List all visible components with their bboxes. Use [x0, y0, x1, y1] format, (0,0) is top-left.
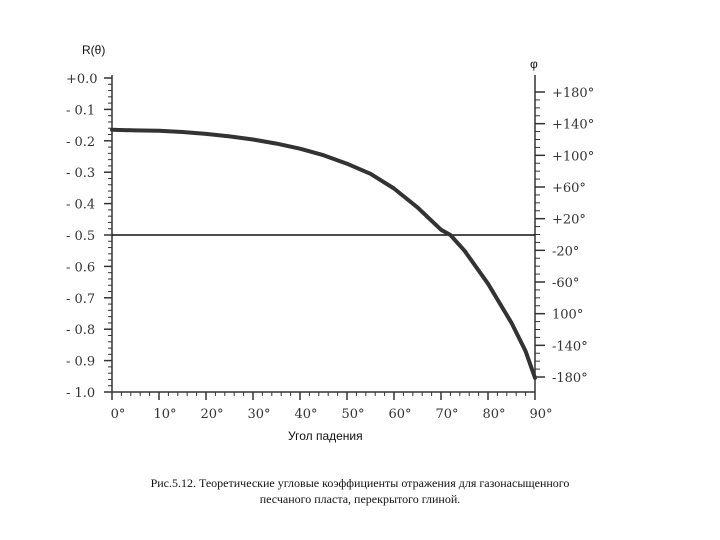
x-tick-label: 30° — [247, 407, 270, 422]
x-tick-label: 50° — [341, 407, 364, 422]
figure-caption-line-1: Рис.5.12. Теоретические угловые коэффици… — [150, 476, 570, 490]
x-tick-label: 0° — [111, 407, 126, 422]
bottom-axis-ticks — [111, 392, 536, 400]
y-left-tick-label: - 0.1 — [66, 103, 95, 118]
y-left-tick-label: - 0.6 — [66, 260, 95, 275]
tick-labels: +0.0 - 0.1 - 0.2 - 0.3 - 0.4 - 0.5 - 0.6 - 0.7 -… — [66, 72, 594, 422]
y-left-tick-label: - 1.0 — [66, 386, 95, 401]
y-left-tick-label: - 0.4 — [66, 198, 95, 213]
figure-caption-line-2: песчаного пласта, перекрытого глиной. — [259, 492, 461, 506]
y-left-tick-label: - 0.5 — [66, 229, 95, 244]
x-tick-label: 40° — [294, 407, 317, 422]
left-axis-ticks — [104, 77, 112, 393]
y-right-tick-label: +100° — [552, 149, 594, 164]
x-axis-title: Угол падения — [288, 429, 363, 443]
chart: +0.0 - 0.1 - 0.2 - 0.3 - 0.4 - 0.5 - 0.6 - 0.7 -… — [66, 43, 594, 443]
y-right-tick-label: -140° — [552, 339, 588, 354]
y-right-tick-label: -180° — [552, 371, 588, 386]
y-left-tick-label: - 0.9 — [66, 355, 95, 370]
x-tick-label: 10° — [153, 407, 176, 422]
y-right-tick-label: -20° — [552, 244, 579, 259]
y-right-tick-label: -60° — [552, 276, 579, 291]
y-right-tick-label: +60° — [552, 181, 586, 196]
y-right-tick-label: 100° — [552, 308, 583, 323]
right-axis-ticks — [535, 91, 545, 378]
y-left-tick-label: - 0.3 — [66, 166, 95, 181]
x-tick-label: 90° — [529, 407, 552, 422]
y-right-tick-label: +20° — [552, 213, 586, 228]
y-left-axis-title: R(θ) — [82, 43, 105, 57]
x-tick-label: 80° — [482, 407, 505, 422]
y-right-axis-title: φ — [530, 57, 538, 71]
y-left-tick-label: - 0.7 — [66, 292, 95, 307]
y-right-tick-label: +140° — [552, 118, 594, 133]
y-right-tick-label: +180° — [552, 86, 594, 101]
series-line — [110, 127, 537, 380]
x-tick-label: 60° — [388, 407, 411, 422]
y-left-tick-label: - 0.8 — [66, 323, 95, 338]
x-tick-label: 70° — [435, 407, 458, 422]
y-left-tick-label: +0.0 — [66, 72, 98, 87]
x-tick-label: 20° — [200, 407, 223, 422]
y-left-tick-label: - 0.2 — [66, 135, 95, 150]
